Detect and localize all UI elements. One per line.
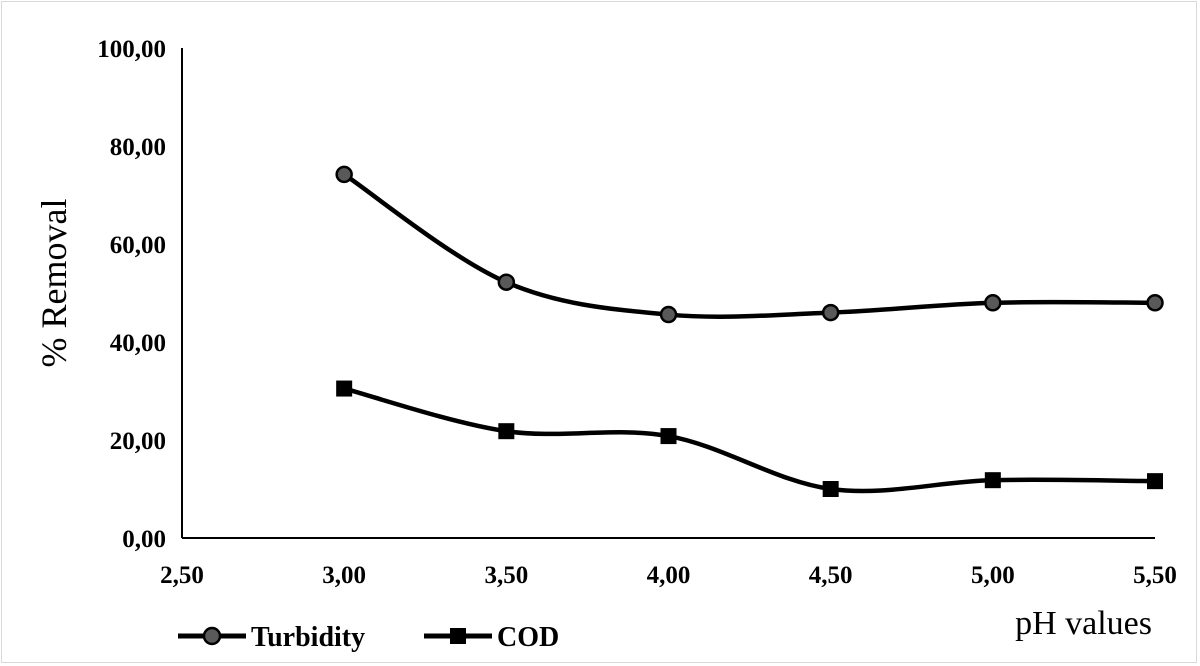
y-tick-label: 0,00	[122, 526, 166, 553]
data-point-turbidity[interactable]	[1146, 294, 1164, 312]
series-line-cod	[343, 386, 1156, 494]
legend-marker-cod	[450, 628, 466, 644]
x-tick-label: 3,50	[484, 562, 528, 589]
y-tick-label: 60,00	[110, 232, 166, 259]
data-point-cod[interactable]	[336, 380, 353, 397]
data-point-turbidity[interactable]	[821, 303, 840, 322]
axes	[181, 48, 1155, 539]
y-tick-label: 40,00	[110, 330, 166, 357]
y-tick-label: 100,00	[97, 36, 166, 63]
series-cod	[336, 380, 1163, 497]
data-point-turbidity[interactable]	[659, 305, 678, 324]
x-tick-label: 3,00	[322, 562, 366, 589]
legend: Turbidity COD	[178, 622, 559, 653]
data-point-turbidity[interactable]	[984, 294, 1002, 312]
series-turbidity	[335, 165, 1164, 324]
series-layer	[335, 165, 1164, 497]
data-point-cod[interactable]	[1147, 473, 1163, 490]
data-point-cod[interactable]	[984, 472, 1001, 489]
data-point-turbidity[interactable]	[497, 273, 516, 291]
series-line-turbidity	[342, 172, 1156, 319]
data-point-cod[interactable]	[660, 428, 677, 445]
y-tick-label: 80,00	[110, 134, 166, 161]
x-axis-label: pH values	[1015, 605, 1152, 642]
legend-label-cod: COD	[497, 622, 559, 653]
legend-item-turbidity[interactable]: Turbidity	[178, 622, 365, 653]
y-axis-label: % Removal	[34, 199, 74, 368]
x-tick-label: 5,50	[1133, 562, 1177, 589]
y-tick-label: 20,00	[110, 428, 166, 455]
legend-item-cod[interactable]: COD	[424, 622, 559, 653]
x-tick-label: 4,00	[647, 562, 691, 589]
x-tick-label: 4,50	[809, 562, 853, 589]
x-tick-labels: 2,50 3,00 3,50 4,00 4,50 5,00 5,50	[160, 562, 1177, 589]
data-point-turbidity[interactable]	[335, 165, 353, 184]
data-point-cod[interactable]	[498, 423, 515, 440]
data-point-cod[interactable]	[822, 481, 839, 497]
x-tick-label: 2,50	[160, 562, 204, 589]
legend-label-turbidity: Turbidity	[251, 622, 365, 653]
legend-marker-turbidity	[202, 626, 222, 646]
y-tick-labels: 0,00 20,00 40,00 60,00 80,00 100,00	[97, 36, 166, 553]
x-tick-label: 5,00	[971, 562, 1015, 589]
